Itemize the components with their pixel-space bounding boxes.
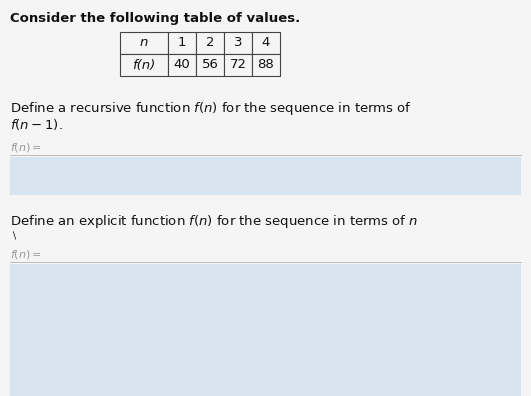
Text: 72: 72 [229,59,246,72]
Bar [252,54,280,76]
Text: n: n [140,36,148,50]
Text: 4: 4 [262,36,270,50]
Bar [120,32,168,54]
Text: Consider the following table of values.: Consider the following table of values. [10,12,300,25]
Bar [120,54,168,76]
Text: 56: 56 [202,59,218,72]
Text: 3: 3 [234,36,242,50]
Text: $f(n) =$: $f(n) =$ [10,248,42,261]
Text: $f(n) =$: $f(n) =$ [10,141,42,154]
Bar [196,54,224,76]
Text: 1: 1 [178,36,186,50]
Bar [10,157,521,195]
Bar [224,32,252,54]
Bar [168,54,196,76]
Text: $f(n-1)$.: $f(n-1)$. [10,117,63,132]
Text: $\smallsetminus$: $\smallsetminus$ [10,230,17,242]
Text: 40: 40 [174,59,191,72]
Text: 2: 2 [205,36,214,50]
Text: 88: 88 [258,59,275,72]
Bar [196,32,224,54]
Text: Define an explicit function $f(n)$ for the sequence in terms of $n$: Define an explicit function $f(n)$ for t… [10,213,418,230]
Bar [10,264,521,396]
Bar [252,32,280,54]
Bar [224,54,252,76]
Bar [168,32,196,54]
Text: f(n): f(n) [132,59,156,72]
Text: Define a recursive function $f(n)$ for the sequence in terms of: Define a recursive function $f(n)$ for t… [10,100,412,117]
